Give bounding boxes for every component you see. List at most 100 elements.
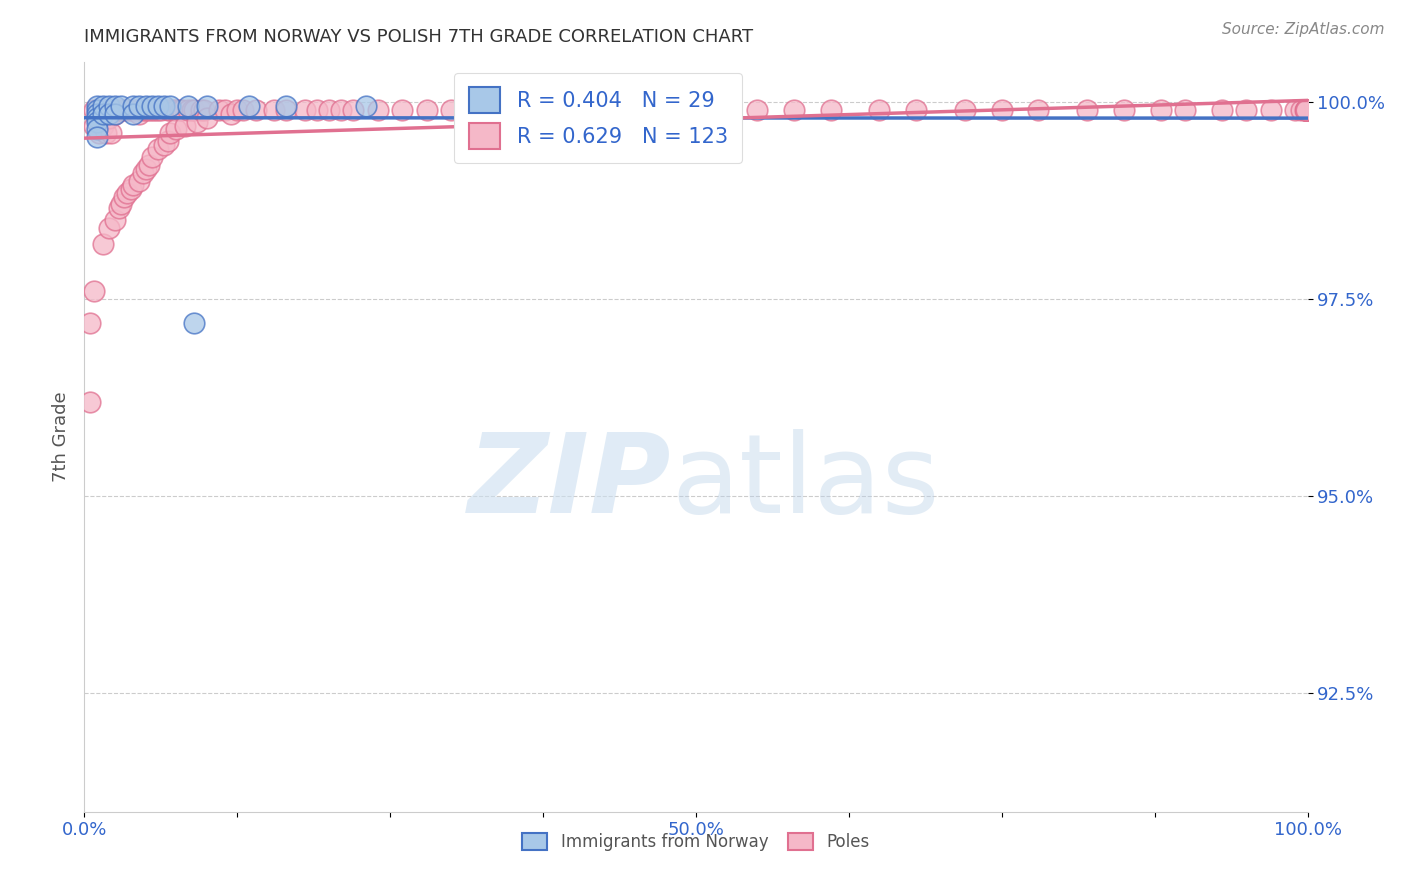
- Point: [91, 106, 114, 120]
- Text: atlas: atlas: [672, 428, 941, 535]
- Point: [169, 103, 191, 117]
- Point: [367, 103, 389, 117]
- Point: [294, 103, 316, 117]
- Point: [86, 130, 108, 145]
- Point: [276, 103, 298, 117]
- Point: [1076, 103, 1098, 117]
- Point: [208, 103, 231, 117]
- Point: [110, 103, 132, 117]
- Point: [97, 111, 120, 125]
- Point: [141, 150, 163, 164]
- Point: [146, 103, 169, 117]
- Legend: Immigrants from Norway, Poles: Immigrants from Norway, Poles: [516, 826, 876, 857]
- Point: [97, 99, 120, 113]
- Point: [391, 103, 413, 117]
- Point: [96, 106, 118, 120]
- Point: [135, 103, 157, 117]
- Point: [86, 103, 108, 117]
- Point: [132, 166, 155, 180]
- Point: [1114, 103, 1136, 117]
- Point: [87, 111, 110, 125]
- Point: [97, 103, 120, 117]
- Point: [330, 103, 353, 117]
- Text: Source: ZipAtlas.com: Source: ZipAtlas.com: [1222, 22, 1385, 37]
- Point: [1295, 103, 1317, 117]
- Point: [226, 103, 249, 117]
- Point: [86, 122, 108, 136]
- Point: [79, 316, 101, 330]
- Point: [110, 99, 132, 113]
- Point: [153, 138, 176, 153]
- Point: [107, 202, 129, 216]
- Point: [125, 103, 148, 117]
- Point: [104, 106, 127, 120]
- Point: [685, 103, 707, 117]
- Point: [159, 103, 181, 117]
- Point: [318, 103, 340, 117]
- Point: [193, 103, 215, 117]
- Point: [214, 103, 236, 117]
- Point: [648, 103, 671, 117]
- Point: [96, 127, 118, 141]
- Point: [146, 99, 169, 113]
- Point: [1295, 103, 1317, 117]
- Point: [342, 103, 364, 117]
- Point: [177, 99, 200, 113]
- Point: [83, 103, 105, 117]
- Point: [190, 103, 212, 117]
- Point: [122, 106, 145, 120]
- Point: [654, 103, 676, 117]
- Point: [173, 119, 195, 133]
- Point: [104, 103, 127, 117]
- Point: [153, 99, 176, 113]
- Point: [416, 103, 439, 117]
- Point: [87, 103, 110, 117]
- Point: [146, 142, 169, 156]
- Point: [1150, 103, 1173, 117]
- Point: [354, 99, 377, 113]
- Point: [138, 103, 160, 117]
- Point: [83, 284, 105, 298]
- Point: [135, 161, 157, 176]
- Point: [128, 174, 150, 188]
- Point: [87, 127, 110, 141]
- Point: [122, 103, 145, 117]
- Point: [538, 103, 561, 117]
- Point: [128, 106, 150, 120]
- Point: [91, 236, 114, 251]
- Point: [1028, 103, 1050, 117]
- Point: [1294, 103, 1316, 117]
- Point: [181, 103, 204, 117]
- Point: [100, 103, 122, 117]
- Text: ZIP: ZIP: [468, 428, 672, 535]
- Point: [159, 99, 181, 113]
- Point: [163, 103, 186, 117]
- Point: [183, 103, 205, 117]
- Point: [112, 103, 135, 117]
- Point: [195, 111, 218, 125]
- Point: [165, 103, 187, 117]
- Point: [440, 103, 463, 117]
- Point: [177, 103, 200, 117]
- Point: [97, 106, 120, 120]
- Point: [115, 103, 138, 117]
- Point: [1291, 103, 1313, 117]
- Point: [115, 186, 138, 200]
- Point: [219, 106, 242, 120]
- Point: [86, 114, 108, 128]
- Point: [245, 103, 267, 117]
- Point: [1295, 103, 1317, 117]
- Point: [79, 394, 101, 409]
- Point: [1211, 103, 1233, 117]
- Point: [612, 103, 634, 117]
- Point: [186, 114, 208, 128]
- Point: [141, 99, 163, 113]
- Point: [143, 103, 166, 117]
- Point: [100, 127, 122, 141]
- Point: [159, 127, 181, 141]
- Point: [232, 103, 254, 117]
- Point: [107, 103, 129, 117]
- Point: [91, 119, 114, 133]
- Point: [141, 103, 163, 117]
- Point: [1174, 103, 1197, 117]
